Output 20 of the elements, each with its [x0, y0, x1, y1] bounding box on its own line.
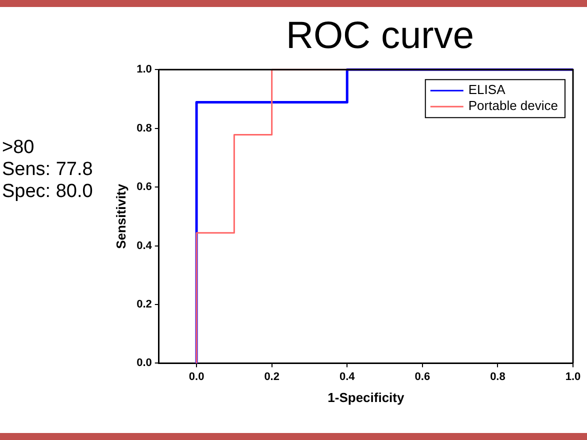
- y-tick-label: 0.0: [136, 357, 152, 370]
- text: >80: [2, 137, 36, 159]
- x-axis-title: 1-Specificity: [328, 390, 406, 405]
- y-tick-label: 1.0: [136, 64, 152, 76]
- text: Sens: 77.8: [2, 159, 93, 181]
- x-tick-label: 1.0: [565, 370, 581, 383]
- y-tick-label: 0.8: [136, 122, 152, 134]
- x-tick-label: 0.6: [414, 370, 430, 383]
- y-tick-label: 0.6: [136, 181, 152, 194]
- text: Spec: 80.0: [2, 181, 93, 203]
- legend-label: Portable device: [468, 98, 558, 114]
- x-tick-label: 0.8: [490, 370, 506, 383]
- chart-title: ROC curve: [285, 14, 475, 58]
- x-tick-label: 0.2: [264, 370, 280, 383]
- y-tick-label: 0.4: [136, 240, 153, 252]
- x-tick-label: 0.4: [339, 370, 356, 383]
- y-tick-label: 0.2: [136, 298, 152, 311]
- y-axis-title: Sensitivity: [113, 183, 128, 249]
- legend-label: ELISA: [468, 82, 506, 98]
- x-tick-label: 0.0: [188, 370, 204, 383]
